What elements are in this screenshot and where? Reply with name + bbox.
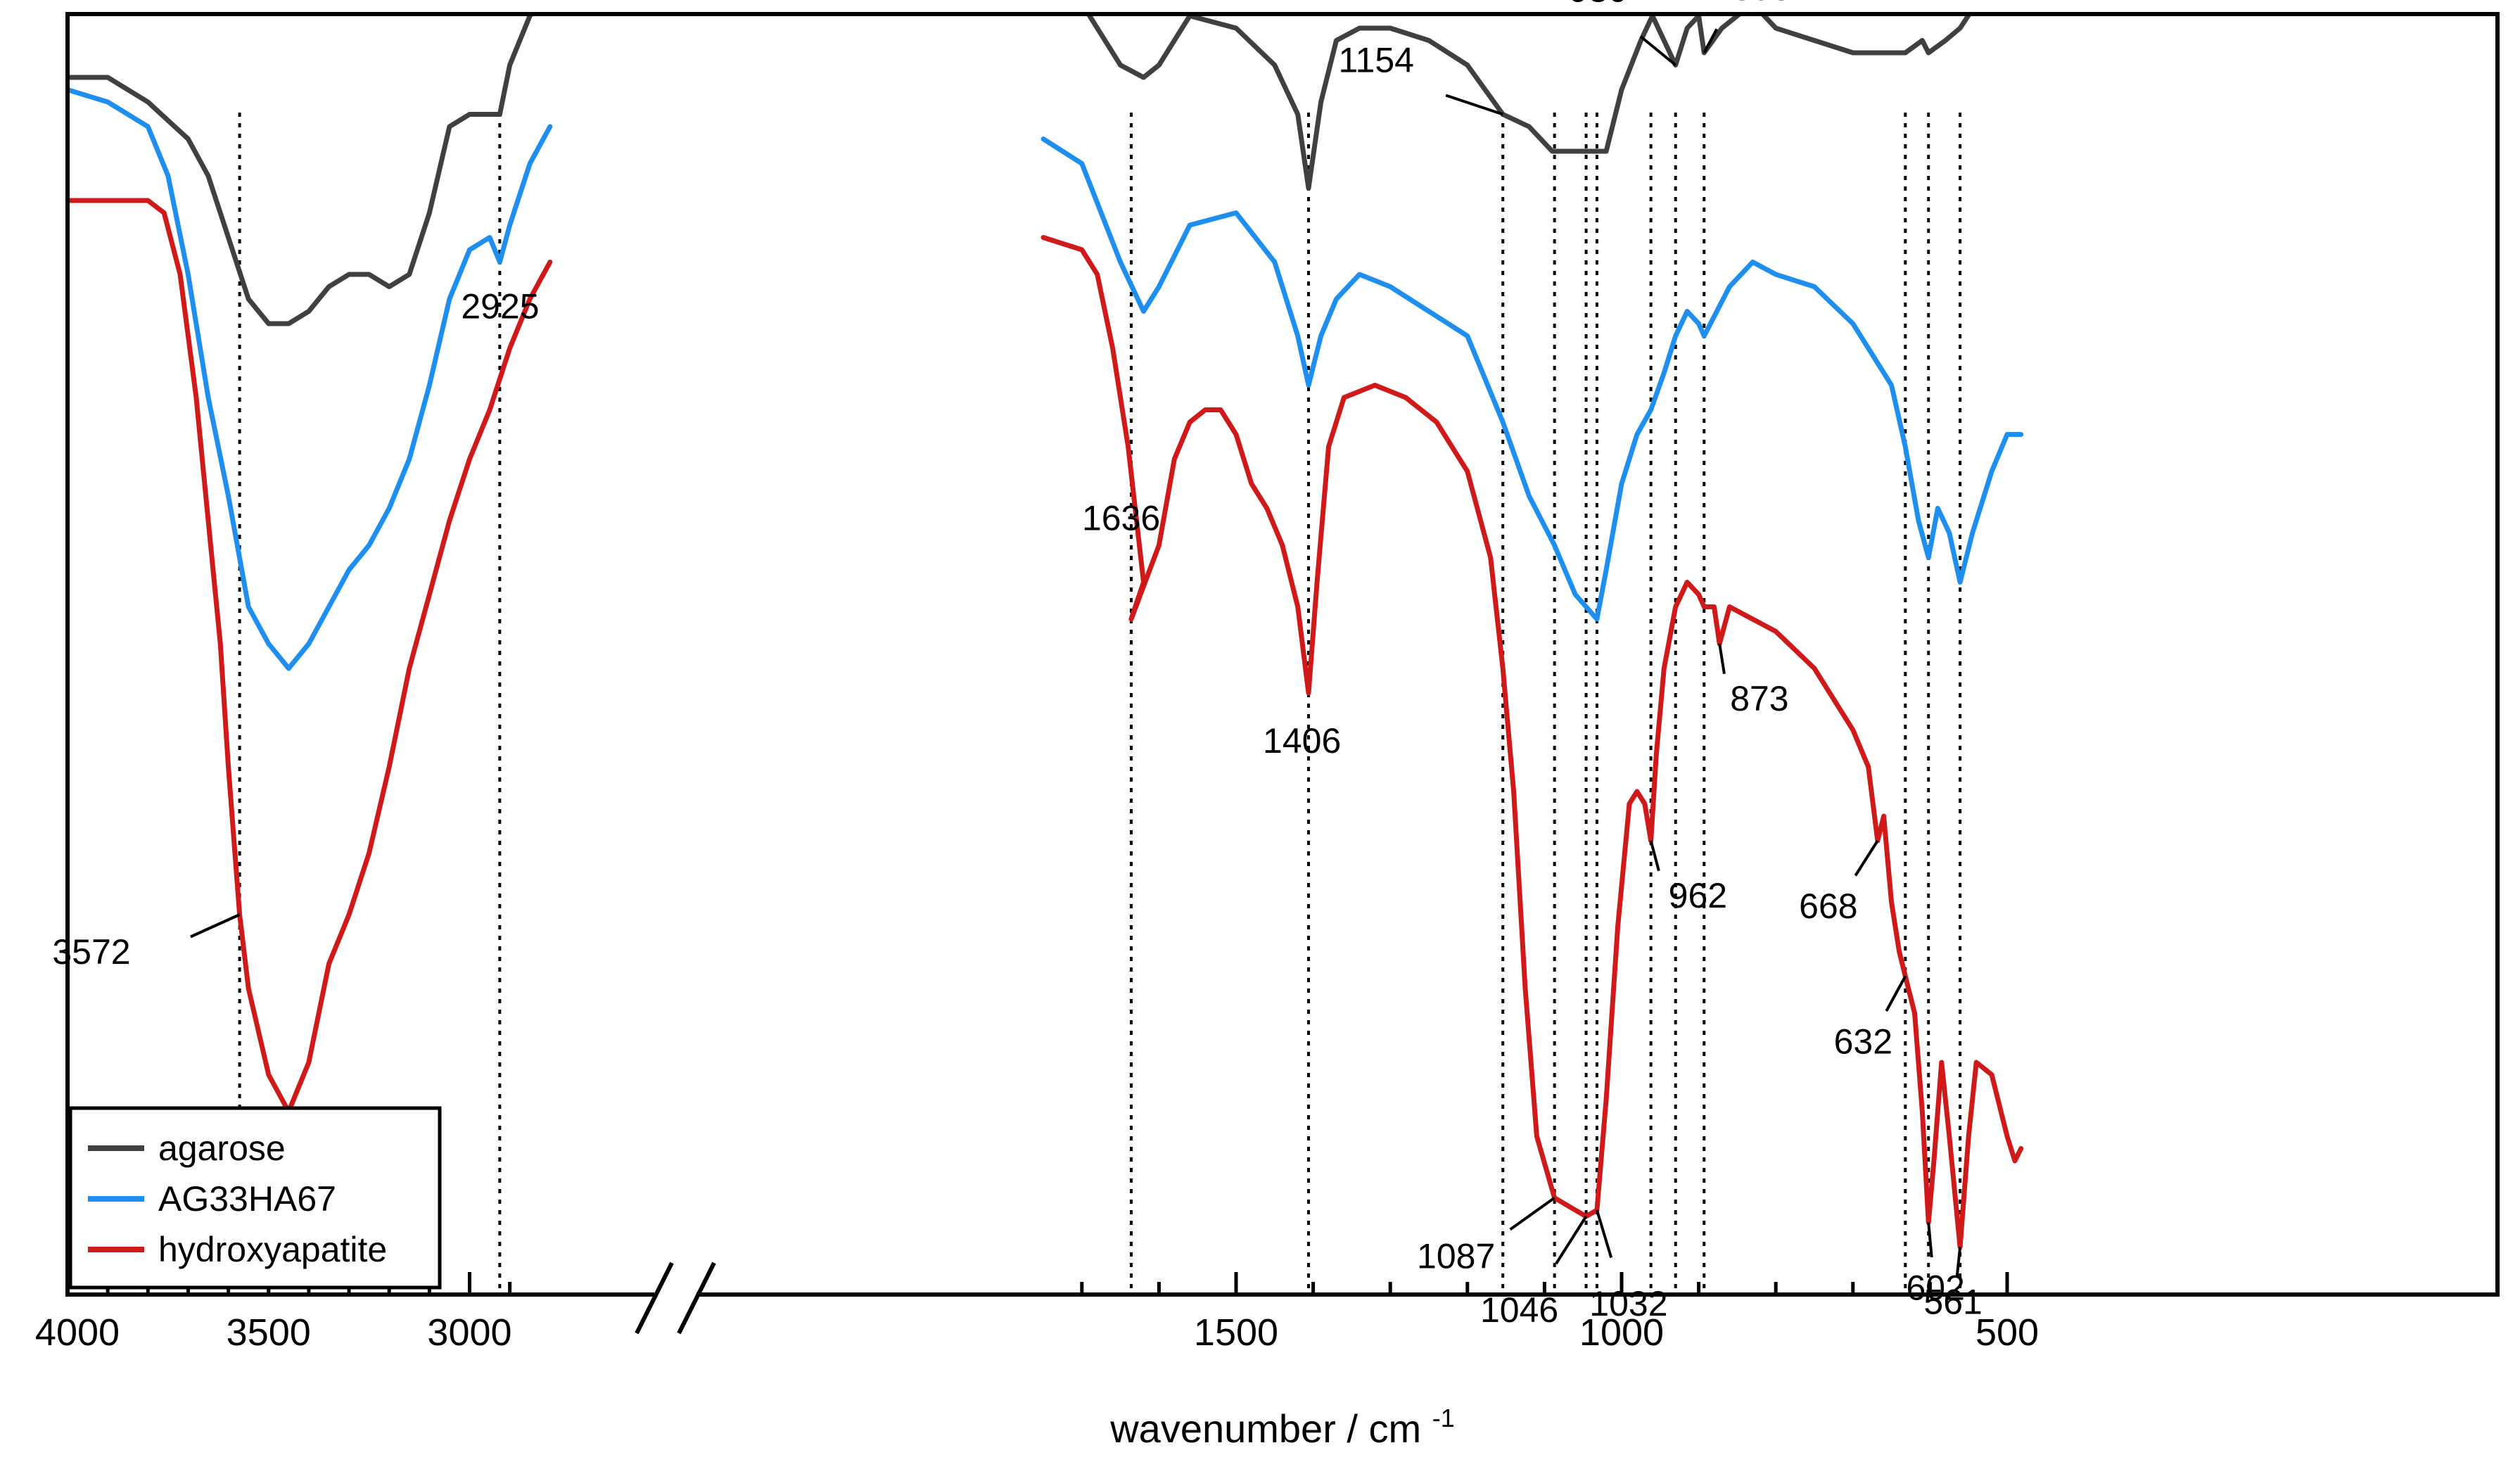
x-tick-label-1500: 1500 [1194,1311,1278,1354]
plot-area-frame [65,12,2500,1297]
series-line-ag33ha67-segment-2 [1041,136,2024,622]
peak-label-602: 602 [1906,1269,1964,1308]
callout-leader-668 [1854,839,1879,877]
axis-break-slash-right [677,1261,716,1335]
callout-leader-1154 [1445,94,1503,116]
peak-label-1032: 1032 [1589,1284,1667,1323]
callout-leader-1046 [1555,1215,1588,1265]
series-line-agarose-segment-2 [1086,14,1973,191]
legend-label-agarose: agarose [158,1129,286,1168]
x-tick-label-3500: 3500 [227,1311,311,1354]
callout-leader-893 [1703,28,1719,53]
x-axis-tick-labels: 4000 3500 3000 1500 1000 500 [35,1311,2039,1354]
axis-break-slash-left [635,1261,674,1335]
x-tick-label-3000: 3000 [427,1311,511,1354]
series-line-hydroxyapatite-segment-1 [68,198,553,1114]
x-tick-label-1000: 1000 [1579,1311,1664,1354]
x-axis-label-text: wavenumber / cm [1109,1406,1421,1451]
callout-leader-930 [1639,35,1676,67]
x-tick-label-4000: 4000 [35,1311,120,1354]
callout-leader-561 [1955,1247,1962,1278]
axis-break-mark [635,1261,716,1335]
peak-callouts: 35723550 - 30002925163614061154930893962… [52,0,1982,1330]
series-line-hydroxyapatite-segment-2 [1041,235,2024,1250]
callout-leader-962 [1649,840,1660,872]
peak-label-1087: 1087 [1417,1237,1495,1276]
peak-label-2925: 2925 [461,287,539,326]
legend: agarose AG33HA67 hydroxyapatite [68,1106,442,1290]
legend-label-hydroxyapatite: hydroxyapatite [158,1230,387,1269]
legend-label-ag33ha67: AG33HA67 [158,1179,336,1219]
peak-label-668: 668 [1799,886,1857,926]
peak-label-893: 893 [1732,0,1790,8]
peak-label-873: 873 [1730,679,1788,718]
x-axis-label-superscript: -1 [1432,1404,1455,1432]
peak-label-3572: 3572 [52,932,130,972]
peak-label-1046: 1046 [1480,1290,1558,1330]
series-line-ag33ha67-segment-1 [68,87,553,671]
callout-leader-602 [1927,1222,1933,1258]
series-line-agarose-segment-1 [68,14,535,326]
peak-label-1636: 1636 [1082,499,1160,538]
x-tick-label-500: 500 [1975,1311,2039,1354]
callout-leader-3572 [190,913,241,939]
peak-label-962: 962 [1669,876,1727,915]
reference-lines [238,113,1962,1293]
peak-label-1406: 1406 [1263,721,1341,761]
x-axis-label: wavenumber / cm -1 [1109,1404,1455,1451]
callout-leader-632 [1885,975,1907,1012]
callout-leader-1032 [1596,1209,1613,1259]
peak-label-632: 632 [1834,1022,1892,1062]
peak-label-930: 930 [1569,0,1627,10]
callout-leader-1087 [1509,1196,1555,1231]
peak-label-561: 561 [1923,1283,1982,1322]
peak-label-1154: 1154 [1338,41,1414,80]
callout-leader-873 [1718,643,1726,675]
series-lines [68,14,2024,1250]
